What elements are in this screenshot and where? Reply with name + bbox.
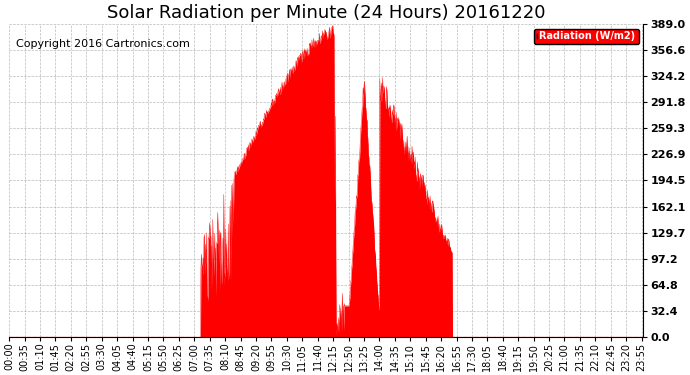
- Text: Copyright 2016 Cartronics.com: Copyright 2016 Cartronics.com: [15, 39, 189, 50]
- Legend: Radiation (W/m2): Radiation (W/m2): [533, 28, 638, 44]
- Title: Solar Radiation per Minute (24 Hours) 20161220: Solar Radiation per Minute (24 Hours) 20…: [107, 4, 546, 22]
